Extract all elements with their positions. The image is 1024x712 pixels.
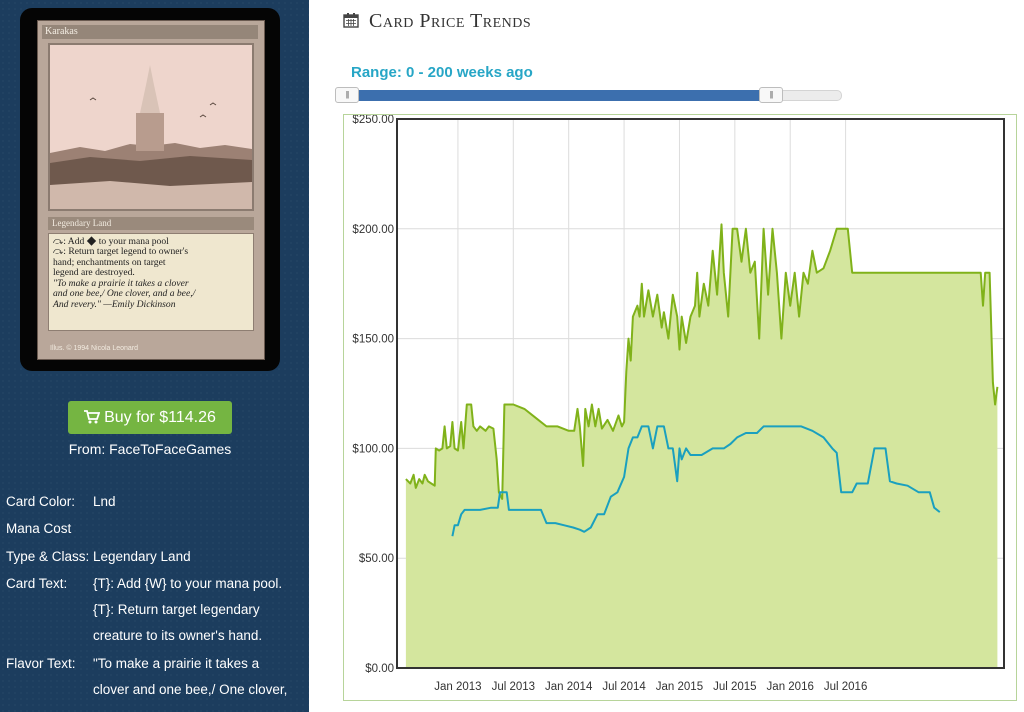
section-title: Card Price Trends (343, 6, 531, 36)
y-tick-label: $150.00 (352, 334, 394, 346)
detail-value: clover and one bee,/ One clover, (93, 682, 288, 697)
card-illustrator-credit: Illus. © 1994 Nicola Leonard (50, 345, 139, 352)
y-tick-label: $200.00 (352, 224, 394, 236)
range-label: Range: 0 - 200 weeks ago (351, 64, 533, 81)
cart-icon (84, 410, 101, 424)
x-tick-label: Jan 2013 (434, 681, 481, 693)
y-tick-label: $250.00 (352, 115, 394, 126)
price-chart-svg: $0.00 $50.00 $100.00 $150.00 $200.00 $250.00 J… (352, 115, 1005, 693)
x-tick-label: Jan 2014 (545, 681, 593, 693)
card-rules-text: ⤼: Add ◆ to your mana pool ⤼: Return tar… (53, 236, 189, 278)
detail-value: creature to its owner's hand. (93, 628, 263, 643)
card-face: Karakas Legendary Land ⤼: Add ◆ to your … (37, 20, 265, 360)
detail-label: Card Color: (6, 494, 76, 509)
x-tick-label: Jul 2013 (492, 681, 535, 693)
detail-value: Legendary Land (93, 549, 191, 564)
detail-value: {T}: Return target legendary (93, 602, 260, 617)
card-sidebar: Karakas Legendary Land ⤼: Add ◆ to your … (0, 0, 309, 712)
buy-button[interactable]: Buy for $114.26 (68, 401, 232, 434)
card-textbox: ⤼: Add ◆ to your mana pool ⤼: Return tar… (48, 233, 254, 331)
detail-value: {T}: Add {W} to your mana pool. (93, 576, 283, 591)
section-title-text: Card Price Trends (369, 10, 532, 32)
card-artwork (48, 43, 254, 211)
x-tick-label: Jul 2014 (602, 681, 646, 693)
y-tick-label: $0.00 (365, 663, 394, 675)
detail-label: Mana Cost (6, 521, 72, 536)
x-tick-label: Jul 2016 (824, 681, 867, 693)
range-slider-max-handle[interactable]: ||| (759, 87, 783, 103)
plot-border (396, 118, 1005, 669)
price-chart: $0.00 $50.00 $100.00 $150.00 $200.00 $250.00 J… (343, 114, 1017, 701)
calendar-icon (343, 13, 359, 28)
buylist-price-line (451, 425, 941, 537)
detail-label: Flavor Text: (6, 656, 76, 671)
retail-price-area (405, 224, 998, 668)
y-tick-label: $50.00 (359, 553, 394, 565)
buy-button-label: Buy for $114.26 (104, 409, 216, 426)
card-type-line: Legendary Land (48, 217, 254, 230)
x-tick-label: Jan 2016 (767, 681, 814, 693)
range-slider-fill (356, 90, 770, 101)
detail-label: Card Text: (6, 576, 68, 591)
card-name: Karakas (42, 25, 258, 39)
detail-value: Lnd (93, 494, 116, 509)
range-slider-min-handle[interactable]: ||| (335, 87, 359, 103)
retail-price-line (405, 223, 999, 500)
seller-info: From: FaceToFaceGames (68, 441, 232, 457)
detail-label: Type & Class: (6, 549, 90, 564)
card-image: Karakas Legendary Land ⤼: Add ◆ to your … (20, 8, 280, 371)
detail-value: "To make a prairie it takes a (93, 656, 260, 671)
y-tick-label: $100.00 (352, 443, 394, 455)
card-flavor-text: "To make a prairie it takes a clover and… (53, 278, 196, 310)
x-tick-label: Jan 2015 (656, 681, 703, 693)
x-tick-label: Jul 2015 (713, 681, 756, 693)
